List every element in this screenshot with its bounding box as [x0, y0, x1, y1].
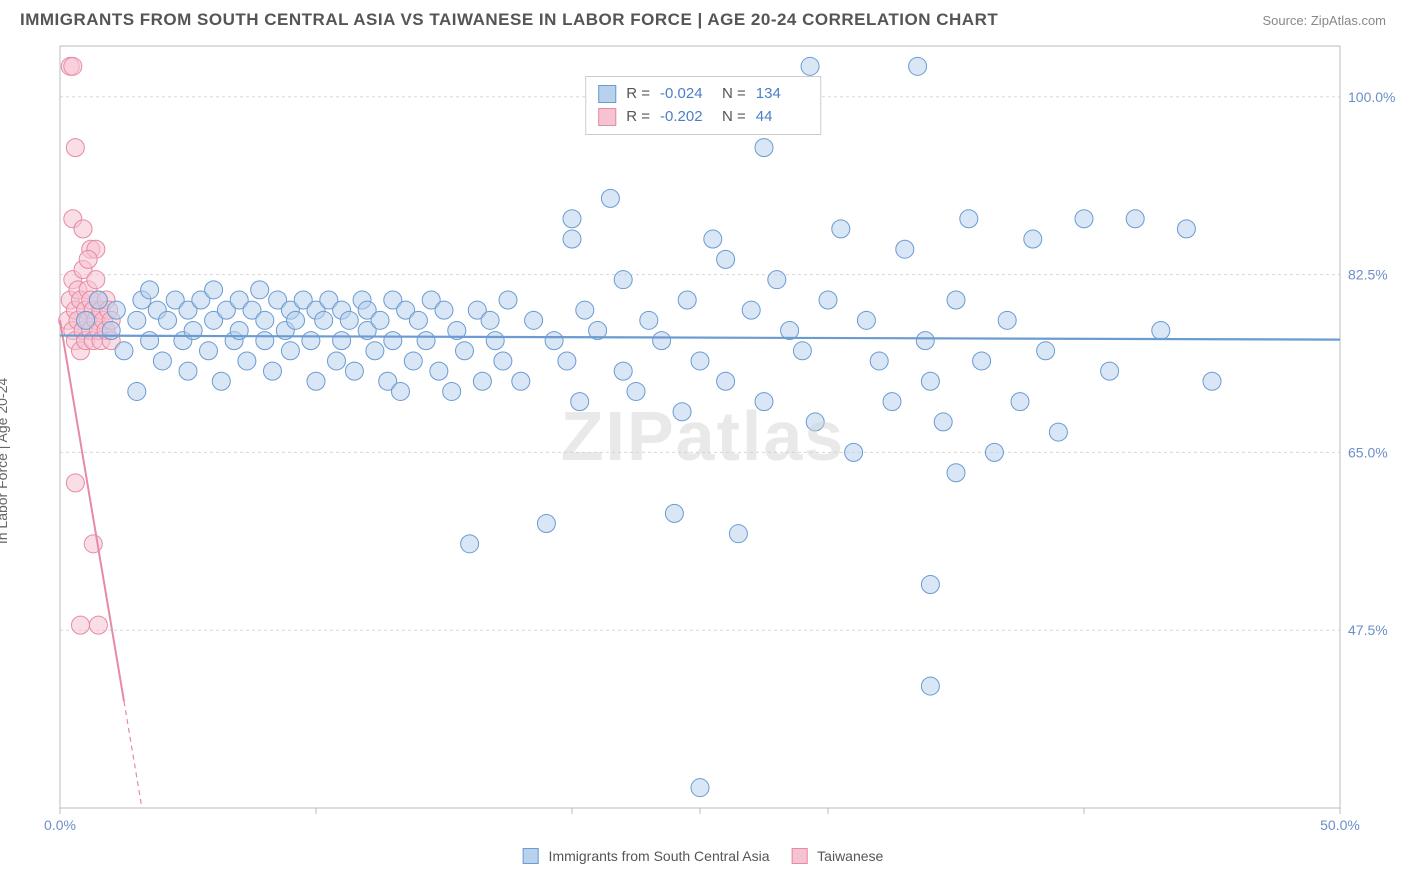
- n-label: N =: [722, 106, 746, 129]
- source-label: Source: ZipAtlas.com: [1262, 13, 1386, 28]
- r-label: R =: [626, 106, 650, 129]
- series1-n-value: 134: [756, 83, 808, 106]
- series2-r-value: -0.202: [660, 106, 712, 129]
- series2-label: Taiwanese: [817, 848, 883, 864]
- series2-n-value: 44: [756, 106, 808, 129]
- series2-swatch: [792, 848, 808, 864]
- legend-bottom: Immigrants from South Central Asia Taiwa…: [523, 848, 884, 864]
- series2-swatch: [598, 108, 616, 126]
- chart-title: IMMIGRANTS FROM SOUTH CENTRAL ASIA VS TA…: [20, 10, 998, 30]
- series1-swatch: [523, 848, 539, 864]
- stats-legend-box: R = -0.024 N = 134 R = -0.202 N = 44: [585, 76, 821, 135]
- series1-r-value: -0.024: [660, 83, 712, 106]
- n-label: N =: [722, 83, 746, 106]
- y-axis-label: In Labor Force | Age 20-24: [0, 378, 10, 544]
- title-row: IMMIGRANTS FROM SOUTH CENTRAL ASIA VS TA…: [10, 10, 1396, 38]
- svg-text:82.5%: 82.5%: [1348, 267, 1388, 283]
- series1-swatch: [598, 85, 616, 103]
- legend-item-series2: Taiwanese: [792, 848, 884, 864]
- svg-text:0.0%: 0.0%: [44, 817, 76, 833]
- svg-text:47.5%: 47.5%: [1348, 622, 1388, 638]
- svg-text:100.0%: 100.0%: [1348, 89, 1395, 105]
- stats-row-series1: R = -0.024 N = 134: [598, 83, 808, 106]
- series1-label: Immigrants from South Central Asia: [549, 848, 770, 864]
- stats-row-series2: R = -0.202 N = 44: [598, 106, 808, 129]
- svg-text:65.0%: 65.0%: [1348, 444, 1388, 460]
- plot-area: 47.5%65.0%82.5%100.0%0.0%50.0% In Labor …: [10, 38, 1396, 868]
- svg-text:50.0%: 50.0%: [1320, 817, 1360, 833]
- correlation-chart: IMMIGRANTS FROM SOUTH CENTRAL ASIA VS TA…: [10, 10, 1396, 882]
- legend-item-series1: Immigrants from South Central Asia: [523, 848, 770, 864]
- scatter-plot-svg: 47.5% 65.0% 82.5% 100.0% 0.0% 50.0%: [10, 38, 1396, 868]
- r-label: R =: [626, 83, 650, 106]
